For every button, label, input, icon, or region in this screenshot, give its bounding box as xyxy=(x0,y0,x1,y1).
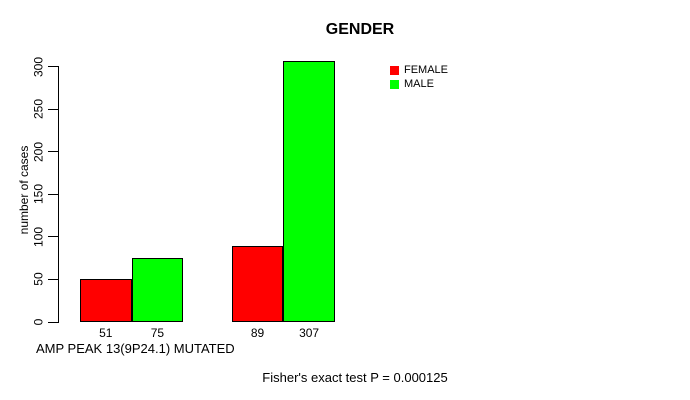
legend-item-male: MALE xyxy=(390,78,448,90)
y-tick-label: 0 xyxy=(31,318,46,326)
y-tick xyxy=(48,66,59,68)
legend-swatch-female xyxy=(390,65,399,75)
bar-value-label: 307 xyxy=(299,326,320,340)
bar-value-label: 75 xyxy=(150,326,165,340)
y-tick-label: 50 xyxy=(31,272,46,287)
legend-item-female: FEMALE xyxy=(390,64,449,76)
bar-male-group1 xyxy=(131,258,184,322)
y-tick xyxy=(48,193,59,195)
y-tick xyxy=(48,151,59,153)
y-tick xyxy=(48,108,59,110)
y-tick-label: 200 xyxy=(31,141,46,162)
bar-value-label: 51 xyxy=(99,326,113,340)
legend: FEMALE MALE xyxy=(390,64,449,90)
bar-female-group1 xyxy=(80,278,132,322)
legend-swatch-male xyxy=(390,79,399,89)
y-tick-label: 300 xyxy=(31,56,46,77)
bar-female-group2 xyxy=(231,246,284,322)
chart-title: GENDER xyxy=(325,21,395,38)
x-axis-label: AMP PEAK 13(9P24.1) MUTATED xyxy=(36,341,235,356)
legend-label-female: FEMALE xyxy=(404,64,449,76)
bar-value-label: 89 xyxy=(250,326,265,340)
y-tick xyxy=(48,321,59,323)
y-tick-label: 100 xyxy=(31,226,46,247)
y-tick xyxy=(48,236,59,238)
y-tick xyxy=(48,278,59,280)
legend-label-male: MALE xyxy=(404,78,434,90)
stat-annotation: Fisher's exact test P = 0.000125 xyxy=(262,370,448,385)
y-tick-label: 250 xyxy=(31,99,46,120)
y-tick-label: 150 xyxy=(31,184,46,205)
bar-male-group2 xyxy=(283,60,335,322)
